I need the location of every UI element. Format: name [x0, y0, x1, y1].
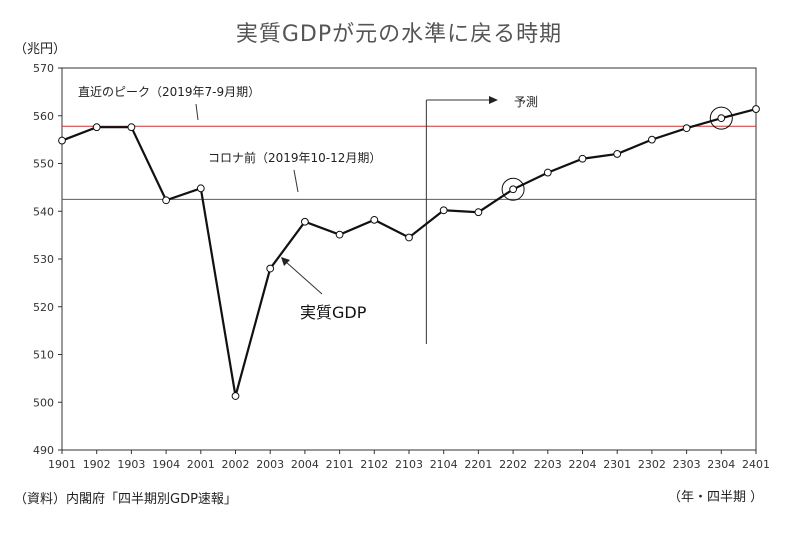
series-label-leader: [285, 261, 323, 295]
data-point: [439, 206, 448, 215]
data-point: [648, 135, 656, 144]
data-point: [231, 392, 240, 400]
x-tick-label: 2104: [430, 458, 458, 471]
y-tick-label: 510: [33, 349, 54, 362]
y-tick-label: 490: [33, 444, 54, 457]
x-tick-label: 2101: [326, 458, 354, 471]
data-point: [509, 185, 517, 194]
source-note: （資料）内閣府「四半期別GDP速報」: [14, 492, 237, 507]
data-point: [335, 230, 344, 239]
data-point: [717, 114, 726, 123]
x-tick-label: 2002: [222, 458, 250, 471]
data-point: [127, 123, 136, 132]
reference-line-label: コロナ前（2019年10-12月期）: [208, 150, 381, 165]
y-tick-label: 530: [33, 253, 54, 266]
x-tick-label: 2203: [534, 458, 562, 471]
data-point: [196, 184, 205, 193]
forecast-label: 予測: [514, 95, 538, 109]
data-point: [58, 136, 66, 145]
x-tick-label: 1903: [117, 458, 145, 471]
data-point: [578, 154, 587, 163]
x-tick-label: 2301: [603, 458, 631, 471]
data-point: [370, 215, 379, 224]
x-tick-label: 2204: [569, 458, 597, 471]
x-tick-label: 2004: [291, 458, 319, 471]
data-point: [613, 150, 622, 158]
highlight-circle: [501, 177, 525, 201]
series-label-arrow-head: [281, 257, 290, 266]
series-label: 実質GDP: [300, 303, 367, 322]
x-tick-label: 2001: [187, 458, 215, 471]
reference-line-label: 直近のピーク（2019年7-9月期）: [78, 85, 260, 99]
x-tick-label: 2303: [673, 458, 701, 471]
data-point: [474, 208, 483, 217]
x-axis-unit: （年・四半期 ）: [668, 490, 764, 505]
data-point: [682, 124, 691, 133]
x-tick-label: 1902: [83, 458, 111, 471]
x-tick-label: 2003: [256, 458, 284, 471]
series-line: [61, 108, 757, 397]
x-tick-label: 2401: [742, 458, 770, 471]
data-point: [266, 264, 275, 273]
forecast-arrow-head: [489, 96, 498, 104]
x-tick-label: 1904: [152, 458, 180, 471]
annotation-leader: [293, 169, 299, 193]
x-tick-label: 2201: [464, 458, 492, 471]
data-point: [92, 123, 101, 132]
data-point: [301, 217, 309, 226]
data-point: [752, 105, 760, 113]
y-axis-unit: （兆円）: [14, 42, 67, 57]
annotation-leader: [195, 103, 199, 121]
x-tick-label: 2102: [360, 458, 388, 471]
plot-frame: [61, 67, 757, 451]
x-tick-label: 2202: [499, 458, 527, 471]
highlight-circle: [709, 106, 733, 130]
data-point: [543, 168, 552, 177]
x-tick-label: 2103: [395, 458, 423, 471]
y-tick-label: 500: [33, 396, 54, 409]
x-tick-label: 2302: [638, 458, 666, 471]
data-point: [162, 196, 171, 205]
data-point: [405, 233, 413, 242]
y-tick-label: 550: [33, 158, 54, 171]
y-tick-label: 560: [33, 110, 54, 123]
chart-title: 実質GDPが元の水準に戻る時期: [235, 22, 563, 47]
x-tick-label: 1901: [48, 458, 76, 471]
x-tick-label: 2304: [707, 458, 735, 471]
y-tick-label: 540: [33, 205, 54, 218]
y-tick-label: 570: [33, 62, 54, 75]
y-tick-label: 520: [33, 301, 54, 314]
